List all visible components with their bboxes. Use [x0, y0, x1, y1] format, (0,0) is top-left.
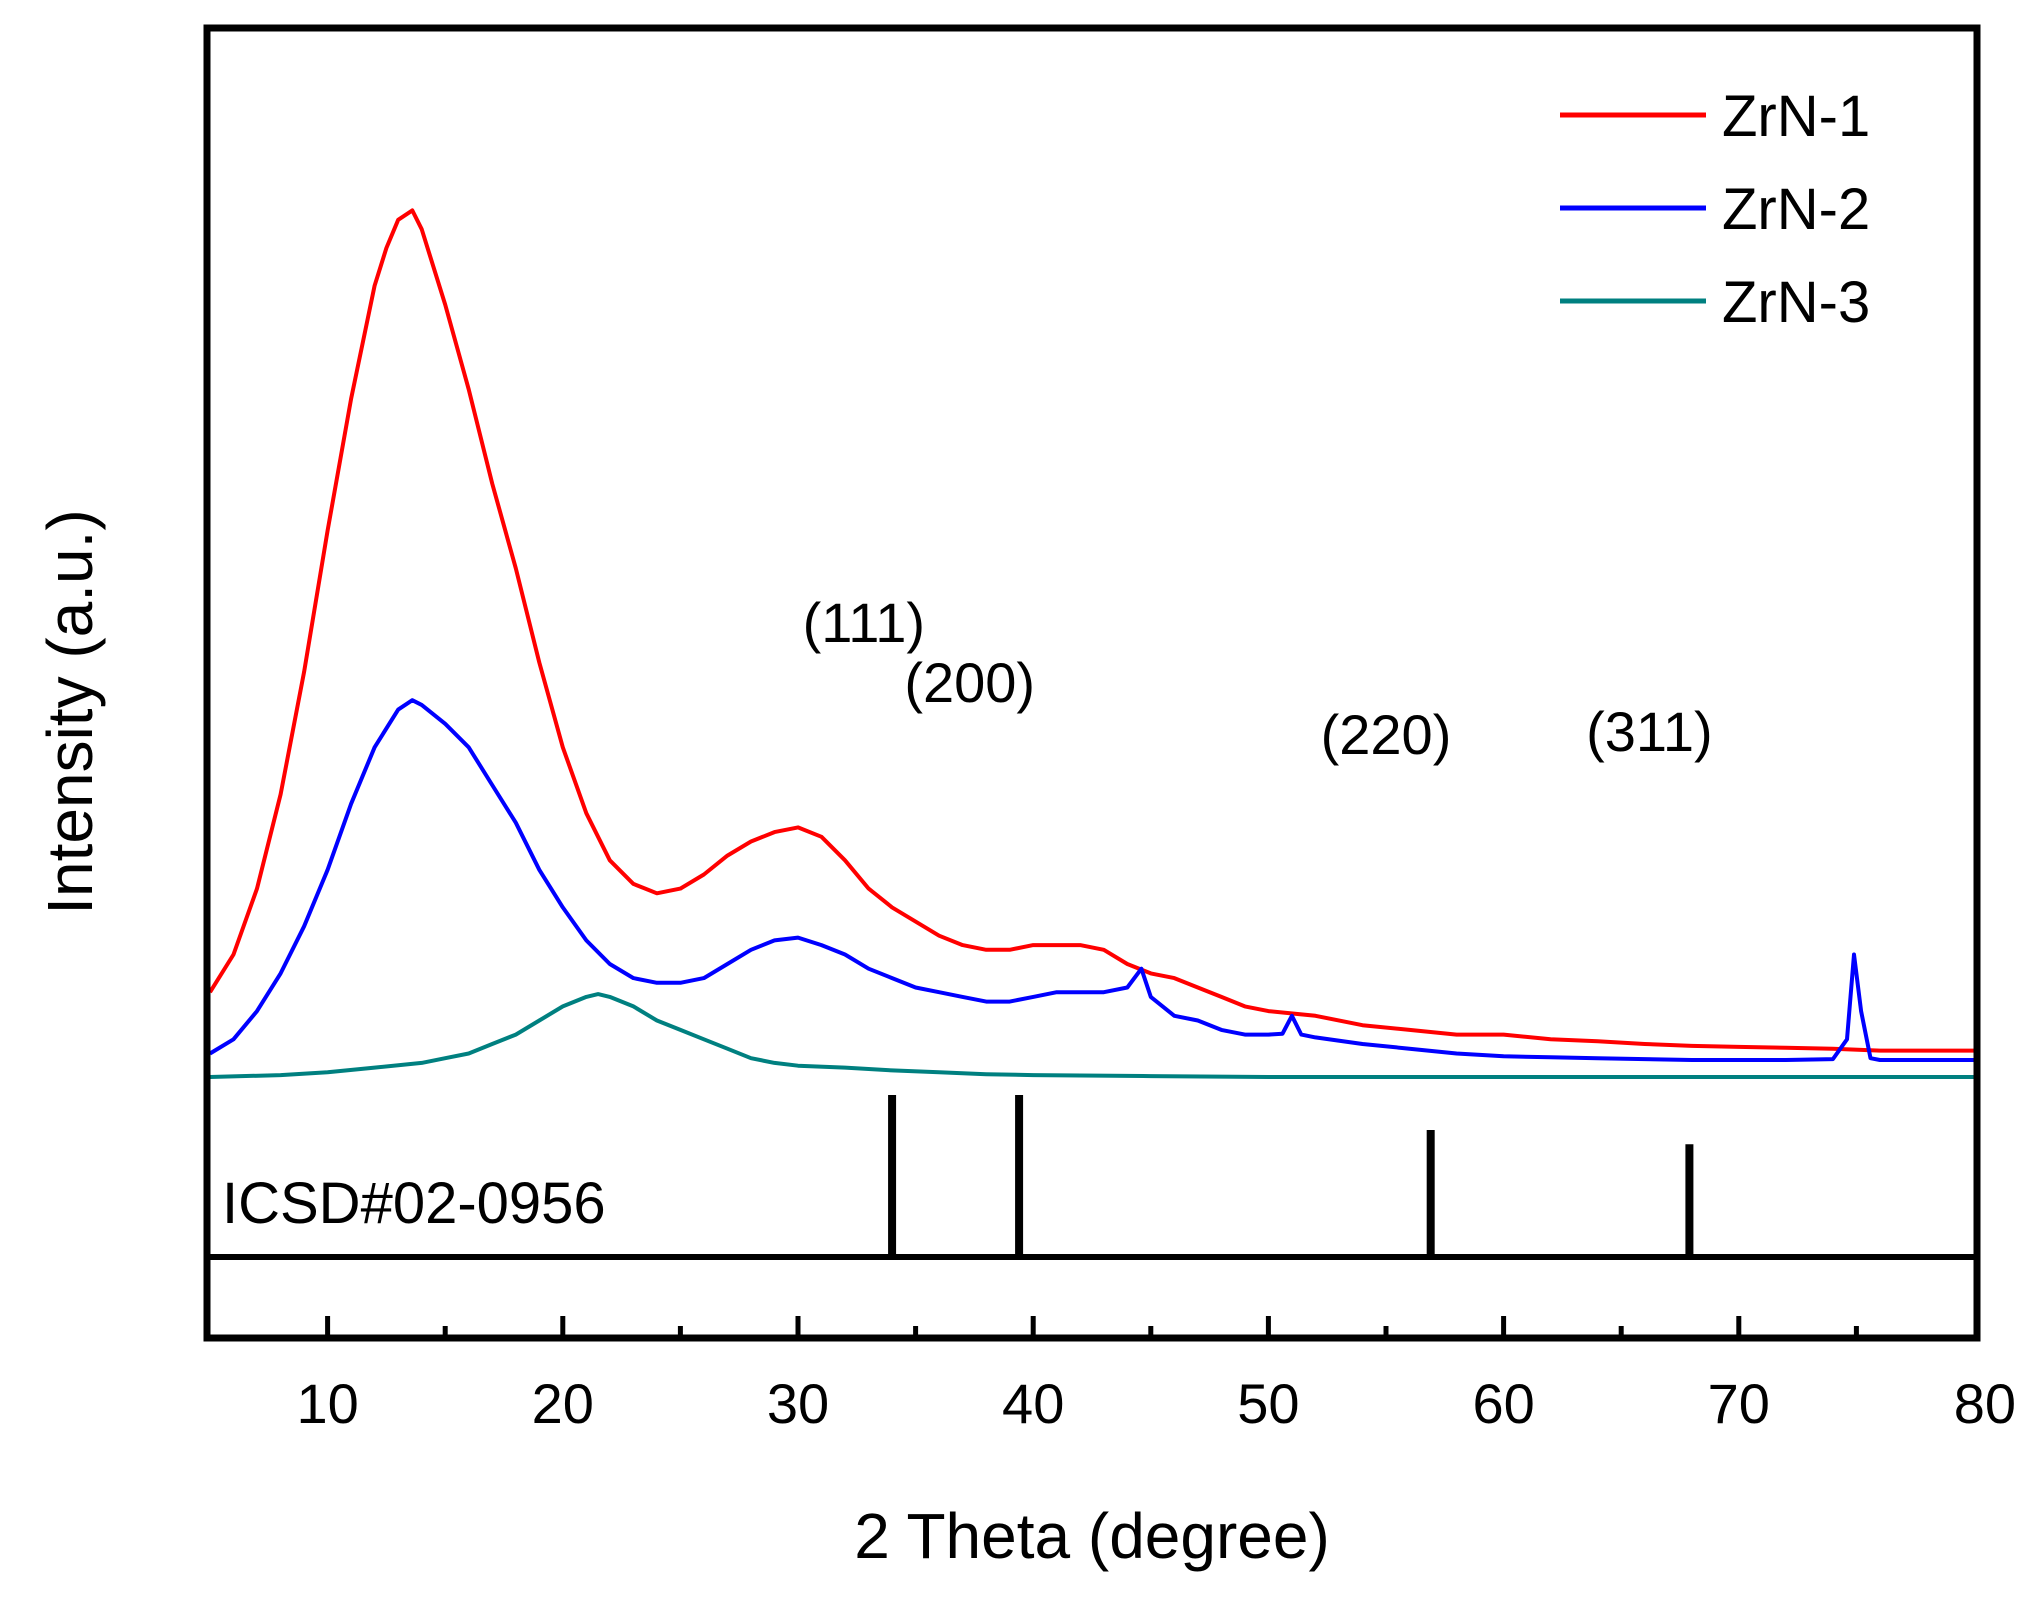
- reference-pattern: [888, 1095, 1694, 1254]
- peak-annotation: (111): [803, 591, 925, 654]
- x-tick-label: 60: [1472, 1372, 1534, 1435]
- x-axis-tick-labels: 10 20 30 40 50 60 70 80: [296, 1372, 2016, 1435]
- x-tick-label: 80: [1954, 1372, 2016, 1435]
- peak-annotations: (111)(200) (220) (311): [803, 591, 1713, 766]
- series-line-3: [209, 992, 1974, 1079]
- x-axis-title: 2 Theta (degree): [854, 1500, 1330, 1572]
- legend-label-2: ZrN-2: [1722, 177, 1870, 242]
- series-line-2: [208, 698, 1974, 1062]
- y-axis-title: Intensity (a.u.): [34, 509, 106, 915]
- reference-label: ICSD#02-0956: [222, 1171, 606, 1236]
- peak-annotation: (200): [904, 651, 1035, 714]
- series-layer: [208, 208, 1974, 1079]
- x-tick-label: 40: [1002, 1372, 1064, 1435]
- series-line-1: [208, 208, 1974, 1053]
- x-tick-label: 70: [1708, 1372, 1770, 1435]
- plot-frame: [203, 24, 1981, 1342]
- peak-annotation: (220): [1321, 703, 1452, 766]
- peak-annotation: (311): [1586, 700, 1713, 763]
- x-tick-label: 20: [532, 1372, 594, 1435]
- legend-label-1: ZrN-1: [1722, 84, 1870, 149]
- x-tick-label: 50: [1237, 1372, 1299, 1435]
- x-axis-ticks: [325, 1316, 1859, 1338]
- legend: ZrN-1 ZrN-2 ZrN-3: [1560, 84, 1870, 335]
- x-tick-label: 30: [767, 1372, 829, 1435]
- x-tick-label: 10: [296, 1372, 358, 1435]
- legend-label-3: ZrN-3: [1722, 270, 1870, 335]
